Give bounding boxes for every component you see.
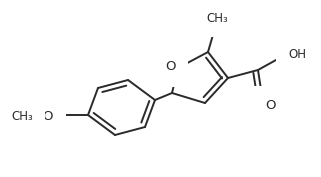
Text: OH: OH — [288, 47, 306, 61]
Text: O: O — [42, 110, 53, 122]
Text: O: O — [165, 61, 175, 73]
Text: O: O — [265, 99, 275, 112]
Text: CH₃: CH₃ — [11, 110, 33, 122]
Text: CH₃: CH₃ — [206, 12, 228, 25]
